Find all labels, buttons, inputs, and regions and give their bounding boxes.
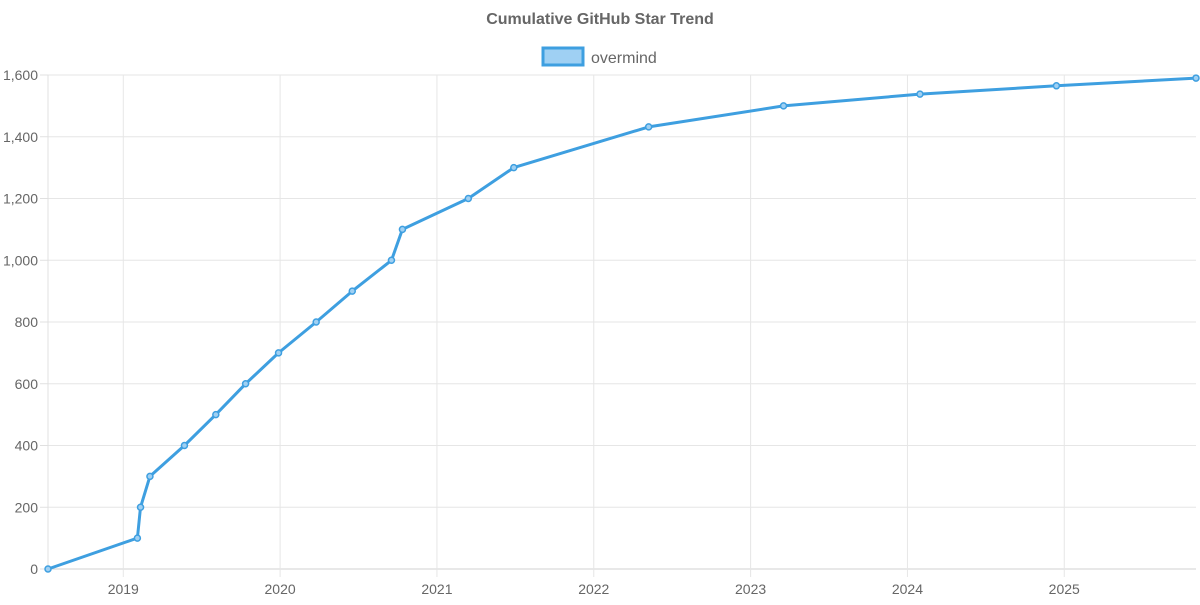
x-tick-label: 2019 xyxy=(108,581,139,597)
data-point[interactable] xyxy=(644,123,653,131)
legend-label: overmind xyxy=(591,50,657,67)
data-point[interactable] xyxy=(1192,74,1200,82)
data-point[interactable] xyxy=(44,565,52,573)
x-tick-label: 2022 xyxy=(578,581,609,597)
y-tick-label: 800 xyxy=(15,314,39,330)
data-point[interactable] xyxy=(274,349,283,357)
x-tick-label: 2025 xyxy=(1049,581,1080,597)
data-point[interactable] xyxy=(212,410,220,419)
data-point[interactable] xyxy=(136,503,145,511)
y-tick-label: 1,400 xyxy=(3,129,38,145)
data-point[interactable] xyxy=(180,441,189,450)
y-tick-label: 1,200 xyxy=(3,191,38,207)
y-tick-label: 600 xyxy=(15,376,39,392)
grid-lines xyxy=(48,74,1196,577)
series-overmind xyxy=(44,74,1200,573)
x-tick-label: 2024 xyxy=(892,581,923,597)
data-point[interactable] xyxy=(510,163,518,172)
data-point[interactable] xyxy=(779,102,788,110)
y-tick-label: 0 xyxy=(30,561,38,577)
x-tick-label: 2023 xyxy=(735,581,766,597)
data-point[interactable] xyxy=(312,318,320,326)
data-point[interactable] xyxy=(916,90,924,98)
y-tick-label: 1,600 xyxy=(3,67,38,83)
data-point[interactable] xyxy=(146,472,154,481)
x-tick-label: 2021 xyxy=(421,581,452,597)
data-point[interactable] xyxy=(133,534,142,542)
series-line xyxy=(46,76,1198,571)
data-point[interactable] xyxy=(241,380,250,388)
data-point[interactable] xyxy=(348,287,357,295)
chart-title: Cumulative GitHub Star Trend xyxy=(486,11,714,28)
data-point[interactable] xyxy=(464,194,473,203)
y-tick-label: 200 xyxy=(15,499,39,515)
legend-swatch xyxy=(541,46,585,67)
y-tick-label: 1,000 xyxy=(3,252,38,268)
y-tick-label: 400 xyxy=(15,438,39,454)
data-point[interactable] xyxy=(398,225,407,234)
axes: 0 200 400 600 800 1,000 1,200 1,400 1,600 2019 202… xyxy=(3,67,1080,597)
x-tick-label: 2020 xyxy=(265,581,296,597)
data-point[interactable] xyxy=(1052,82,1061,90)
data-point[interactable] xyxy=(387,256,396,264)
legend[interactable]: overmind xyxy=(541,46,657,67)
